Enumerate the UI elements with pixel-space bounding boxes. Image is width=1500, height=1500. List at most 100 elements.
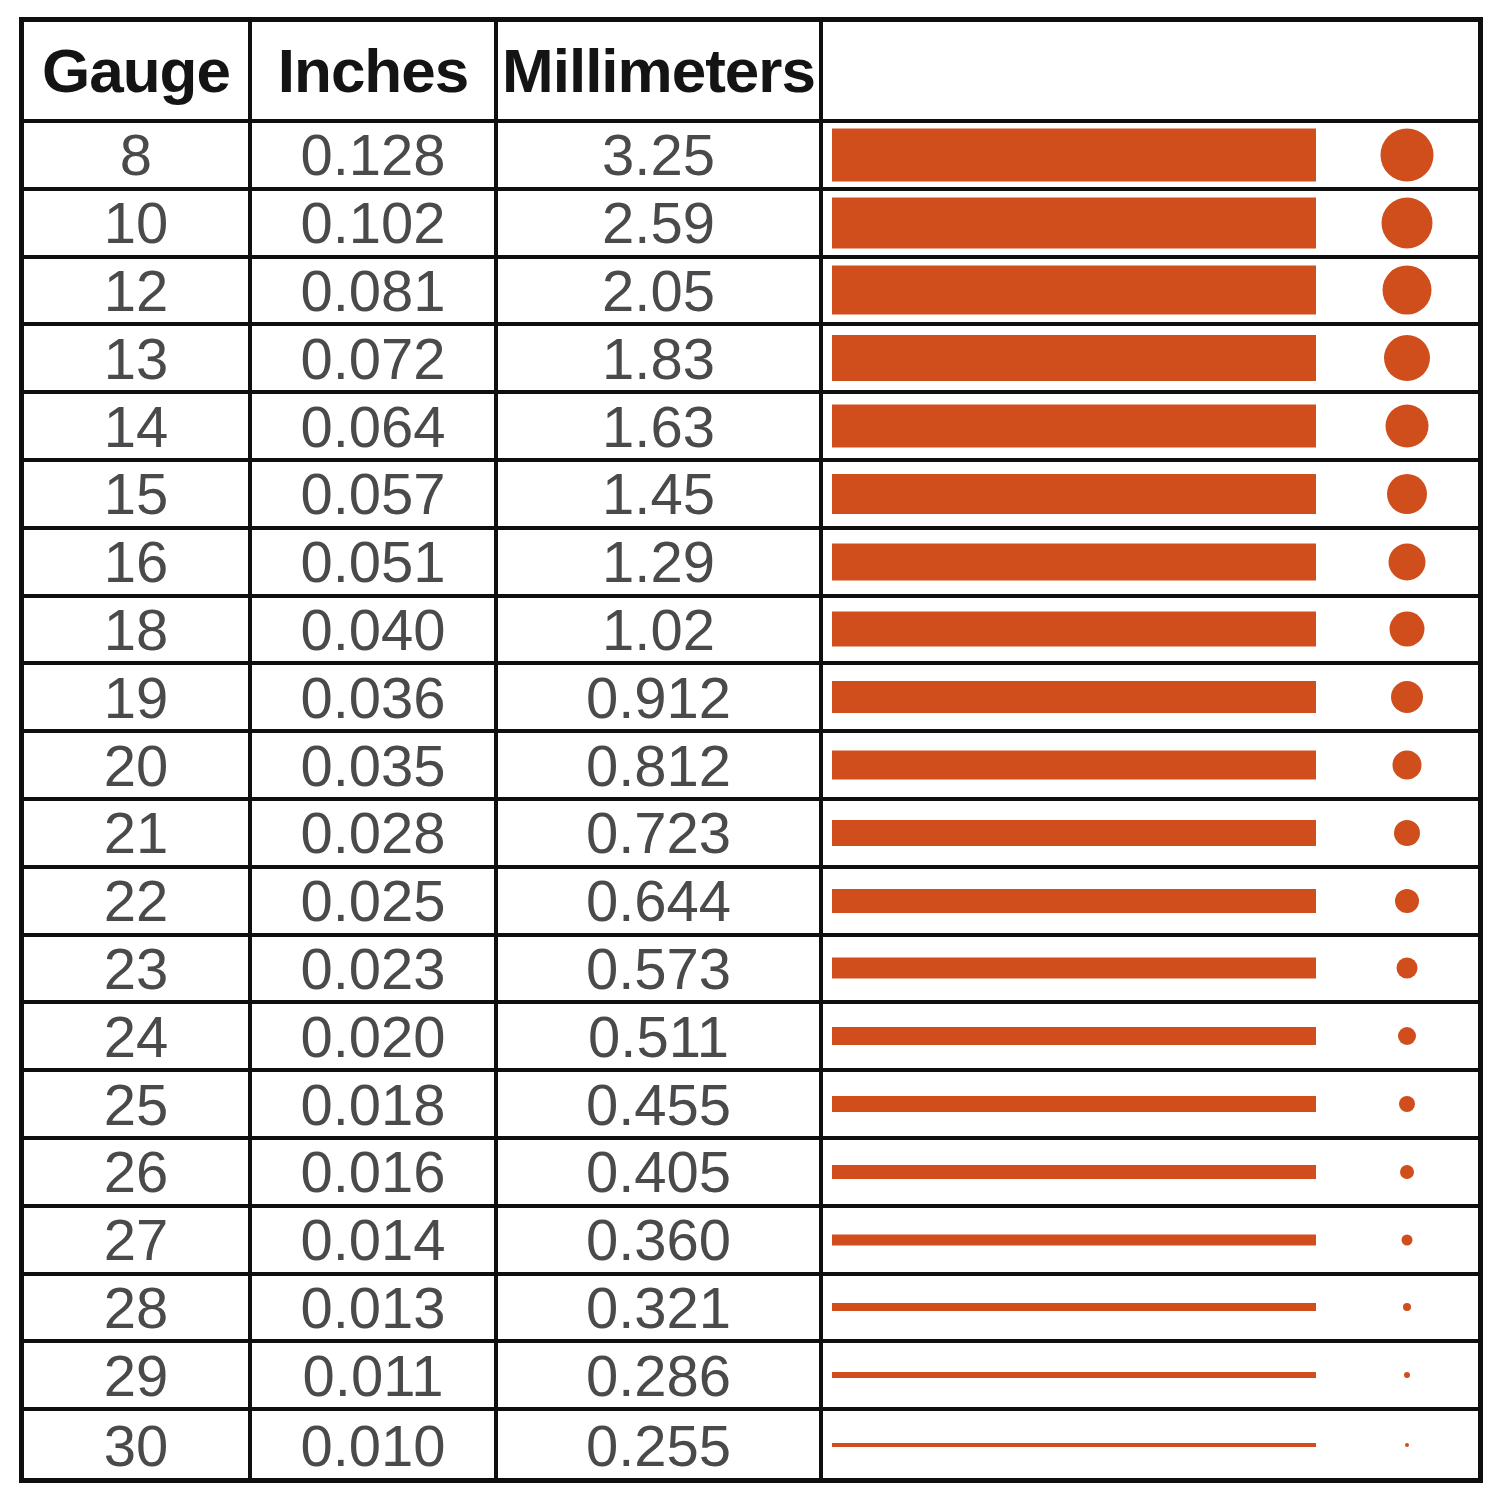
gauge-value: 14	[104, 394, 169, 458]
gauge-value: 28	[104, 1276, 169, 1340]
wire-thickness-bar	[832, 1096, 1316, 1112]
gauge-cell: 22	[24, 869, 252, 933]
gauge-table-body: 8 0.128 3.25 10 0.102 2.59 12	[24, 123, 1478, 1479]
table-row: 25 0.018 0.455	[24, 1072, 1478, 1140]
inches-value: 0.011	[303, 1343, 444, 1407]
wire-diameter-dot	[1391, 681, 1423, 713]
table-header-row: Gauge Inches Millimeters	[24, 22, 1478, 123]
wire-diameter-dot	[1382, 197, 1433, 248]
visual-cell	[823, 733, 1478, 797]
mm-cell: 1.29	[498, 530, 823, 594]
wire-thickness-bar	[832, 335, 1316, 381]
gauge-value: 25	[104, 1072, 169, 1136]
mm-cell: 0.286	[498, 1343, 823, 1407]
wire-thickness-bar	[832, 405, 1316, 448]
table-row: 30 0.010 0.255	[24, 1411, 1478, 1479]
inches-cell: 0.010	[252, 1411, 498, 1479]
mm-cell: 0.912	[498, 665, 823, 729]
mm-value: 3.25	[602, 123, 715, 187]
inches-cell: 0.020	[252, 1004, 498, 1068]
inches-cell: 0.040	[252, 598, 498, 662]
inches-value: 0.064	[300, 394, 445, 458]
mm-cell: 0.360	[498, 1208, 823, 1272]
gauge-cell: 25	[24, 1072, 252, 1136]
gauge-cell: 14	[24, 394, 252, 458]
wire-thickness-bar	[832, 1303, 1316, 1311]
wire-diameter-dot	[1381, 128, 1434, 181]
gauge-value: 16	[104, 530, 169, 594]
mm-value: 0.511	[588, 1004, 729, 1068]
wire-diameter-dot	[1404, 1372, 1410, 1378]
wire-diameter-dot	[1399, 1096, 1415, 1112]
wire-diameter-dot	[1403, 1303, 1411, 1311]
mm-value: 1.29	[602, 530, 715, 594]
visual-cell	[823, 394, 1478, 458]
gauge-cell: 29	[24, 1343, 252, 1407]
gauge-cell: 28	[24, 1276, 252, 1340]
mm-value: 2.59	[602, 191, 715, 255]
wire-thickness-bar	[832, 128, 1316, 181]
inches-cell: 0.051	[252, 530, 498, 594]
inches-value: 0.081	[300, 259, 445, 323]
mm-value: 0.644	[586, 869, 731, 933]
inches-cell: 0.064	[252, 394, 498, 458]
mm-cell: 1.02	[498, 598, 823, 662]
header-cell-visual-empty	[823, 22, 1478, 119]
gauge-cell: 27	[24, 1208, 252, 1272]
table-row: 12 0.081 2.05	[24, 259, 1478, 327]
mm-cell: 2.05	[498, 259, 823, 323]
gauge-cell: 21	[24, 801, 252, 865]
gauge-value: 18	[104, 598, 169, 662]
gauge-cell: 15	[24, 462, 252, 526]
wire-diameter-dot	[1389, 543, 1426, 580]
inches-value: 0.072	[300, 326, 445, 390]
gauge-cell: 24	[24, 1004, 252, 1068]
mm-value: 0.360	[586, 1208, 731, 1272]
header-label-gauge: Gauge	[42, 35, 230, 106]
visual-cell	[823, 1208, 1478, 1272]
inches-cell: 0.036	[252, 665, 498, 729]
header-cell-millimeters: Millimeters	[498, 22, 823, 119]
gauge-value: 29	[104, 1343, 169, 1407]
header-label-millimeters: Millimeters	[502, 35, 815, 106]
mm-cell: 0.511	[498, 1004, 823, 1068]
table-row: 22 0.025 0.644	[24, 869, 1478, 937]
header-label-inches: Inches	[278, 35, 468, 106]
wire-diameter-dot	[1398, 1027, 1416, 1045]
mm-cell: 0.255	[498, 1411, 823, 1479]
inches-cell: 0.013	[252, 1276, 498, 1340]
mm-value: 1.83	[602, 326, 715, 390]
visual-cell	[823, 1004, 1478, 1068]
inches-value: 0.040	[300, 598, 445, 662]
table-row: 14 0.064 1.63	[24, 394, 1478, 462]
visual-cell	[823, 259, 1478, 323]
gauge-cell: 12	[24, 259, 252, 323]
visual-cell	[823, 665, 1478, 729]
visual-cell	[823, 1276, 1478, 1340]
gauge-value: 13	[104, 326, 169, 390]
inches-value: 0.036	[300, 665, 445, 729]
wire-diameter-dot	[1395, 889, 1419, 913]
wire-thickness-bar	[832, 543, 1316, 580]
inches-cell: 0.011	[252, 1343, 498, 1407]
mm-cell: 0.405	[498, 1140, 823, 1204]
mm-value: 0.405	[586, 1140, 731, 1204]
inches-cell: 0.028	[252, 801, 498, 865]
inches-cell: 0.057	[252, 462, 498, 526]
gauge-value: 23	[104, 937, 169, 1001]
wire-thickness-bar	[832, 751, 1316, 780]
visual-cell	[823, 869, 1478, 933]
inches-value: 0.035	[300, 733, 445, 797]
mm-value: 0.286	[586, 1343, 731, 1407]
inches-value: 0.020	[300, 1004, 445, 1068]
mm-cell: 1.63	[498, 394, 823, 458]
inches-value: 0.014	[300, 1208, 445, 1272]
visual-cell	[823, 191, 1478, 255]
visual-cell	[823, 1411, 1478, 1479]
gauge-cell: 13	[24, 326, 252, 390]
visual-cell	[823, 1140, 1478, 1204]
mm-value: 1.63	[602, 394, 715, 458]
gauge-cell: 26	[24, 1140, 252, 1204]
visual-cell	[823, 937, 1478, 1001]
mm-value: 1.02	[602, 598, 715, 662]
